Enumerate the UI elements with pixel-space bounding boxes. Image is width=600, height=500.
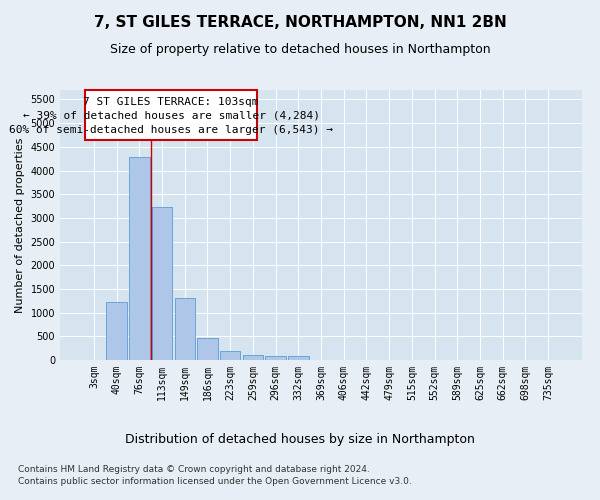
Bar bbox=[129, 157, 149, 360]
Text: ← 39% of detached houses are smaller (4,284): ← 39% of detached houses are smaller (4,… bbox=[23, 110, 320, 120]
Text: Contains public sector information licensed under the Open Government Licence v3: Contains public sector information licen… bbox=[18, 478, 412, 486]
Bar bbox=[288, 356, 308, 360]
Bar bbox=[152, 207, 172, 360]
Text: Distribution of detached houses by size in Northampton: Distribution of detached houses by size … bbox=[125, 432, 475, 446]
Text: 7, ST GILES TERRACE, NORTHAMPTON, NN1 2BN: 7, ST GILES TERRACE, NORTHAMPTON, NN1 2B… bbox=[94, 15, 506, 30]
Text: Size of property relative to detached houses in Northampton: Size of property relative to detached ho… bbox=[110, 42, 490, 56]
Bar bbox=[106, 302, 127, 360]
Bar bbox=[197, 338, 218, 360]
Bar bbox=[175, 298, 195, 360]
Bar bbox=[265, 356, 286, 360]
Text: Contains HM Land Registry data © Crown copyright and database right 2024.: Contains HM Land Registry data © Crown c… bbox=[18, 465, 370, 474]
FancyBboxPatch shape bbox=[85, 90, 257, 140]
Text: 7 ST GILES TERRACE: 103sqm: 7 ST GILES TERRACE: 103sqm bbox=[83, 96, 259, 106]
Bar bbox=[242, 356, 263, 360]
Text: 60% of semi-detached houses are larger (6,543) →: 60% of semi-detached houses are larger (… bbox=[9, 124, 333, 134]
Y-axis label: Number of detached properties: Number of detached properties bbox=[15, 138, 25, 312]
Bar bbox=[220, 350, 241, 360]
